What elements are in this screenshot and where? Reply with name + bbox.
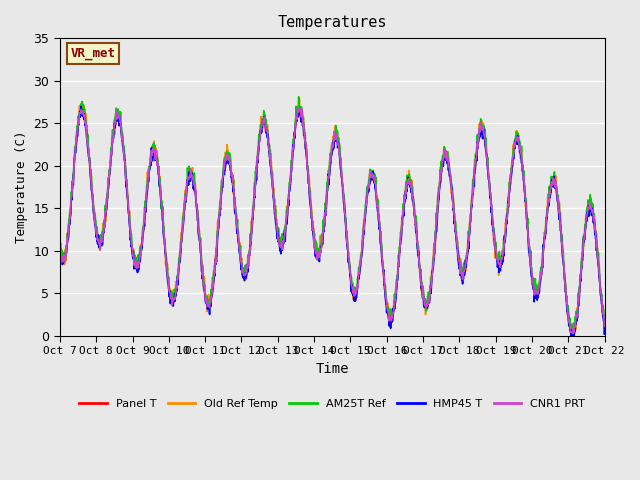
Panel T — [98, 237, 106, 243]
CNR1 PRT — [569, 331, 577, 336]
Panel T — [601, 326, 609, 332]
Old Ref Temp — [299, 120, 307, 126]
HMP45 T — [601, 328, 609, 334]
Panel T — [567, 332, 575, 337]
HMP45 T — [287, 169, 295, 175]
CNR1 PRT — [299, 122, 307, 128]
HMP45 T — [299, 123, 307, 129]
AM25T Ref — [299, 120, 307, 126]
HMP45 T — [568, 337, 575, 343]
Panel T — [295, 106, 303, 112]
AM25T Ref — [367, 170, 374, 176]
X-axis label: Time: Time — [316, 361, 349, 375]
AM25T Ref — [295, 94, 303, 100]
Text: VR_met: VR_met — [71, 47, 116, 60]
Line: AM25T Ref: AM25T Ref — [60, 97, 605, 336]
HMP45 T — [308, 228, 316, 234]
CNR1 PRT — [287, 168, 295, 173]
Old Ref Temp — [296, 96, 303, 101]
CNR1 PRT — [367, 168, 374, 174]
Panel T — [299, 122, 307, 128]
Line: Old Ref Temp: Old Ref Temp — [60, 98, 605, 337]
HMP45 T — [99, 241, 106, 247]
CNR1 PRT — [601, 324, 609, 329]
Panel T — [56, 247, 64, 252]
CNR1 PRT — [98, 236, 106, 242]
Old Ref Temp — [570, 335, 577, 340]
AM25T Ref — [98, 229, 106, 235]
CNR1 PRT — [294, 104, 301, 110]
HMP45 T — [56, 252, 64, 257]
Old Ref Temp — [98, 236, 106, 241]
Old Ref Temp — [56, 252, 64, 258]
Panel T — [367, 172, 374, 178]
AM25T Ref — [56, 246, 64, 252]
Panel T — [120, 150, 128, 156]
HMP45 T — [77, 104, 84, 109]
Legend: Panel T, Old Ref Temp, AM25T Ref, HMP45 T, CNR1 PRT: Panel T, Old Ref Temp, AM25T Ref, HMP45 … — [75, 395, 589, 414]
CNR1 PRT — [120, 157, 128, 163]
Old Ref Temp — [287, 166, 295, 171]
Y-axis label: Temperature (C): Temperature (C) — [15, 131, 28, 243]
CNR1 PRT — [56, 243, 64, 249]
HMP45 T — [367, 175, 374, 180]
Line: CNR1 PRT: CNR1 PRT — [60, 107, 605, 334]
Panel T — [308, 224, 316, 230]
AM25T Ref — [568, 333, 575, 338]
Old Ref Temp — [367, 172, 374, 178]
Panel T — [287, 167, 295, 173]
Old Ref Temp — [308, 222, 316, 228]
Old Ref Temp — [601, 328, 609, 334]
AM25T Ref — [601, 325, 609, 331]
Title: Temperatures: Temperatures — [278, 15, 387, 30]
Line: HMP45 T: HMP45 T — [60, 107, 605, 340]
HMP45 T — [121, 156, 129, 162]
AM25T Ref — [120, 144, 128, 149]
AM25T Ref — [287, 161, 295, 167]
CNR1 PRT — [308, 221, 316, 227]
Old Ref Temp — [120, 151, 128, 157]
Line: Panel T: Panel T — [60, 109, 605, 335]
AM25T Ref — [308, 221, 316, 227]
